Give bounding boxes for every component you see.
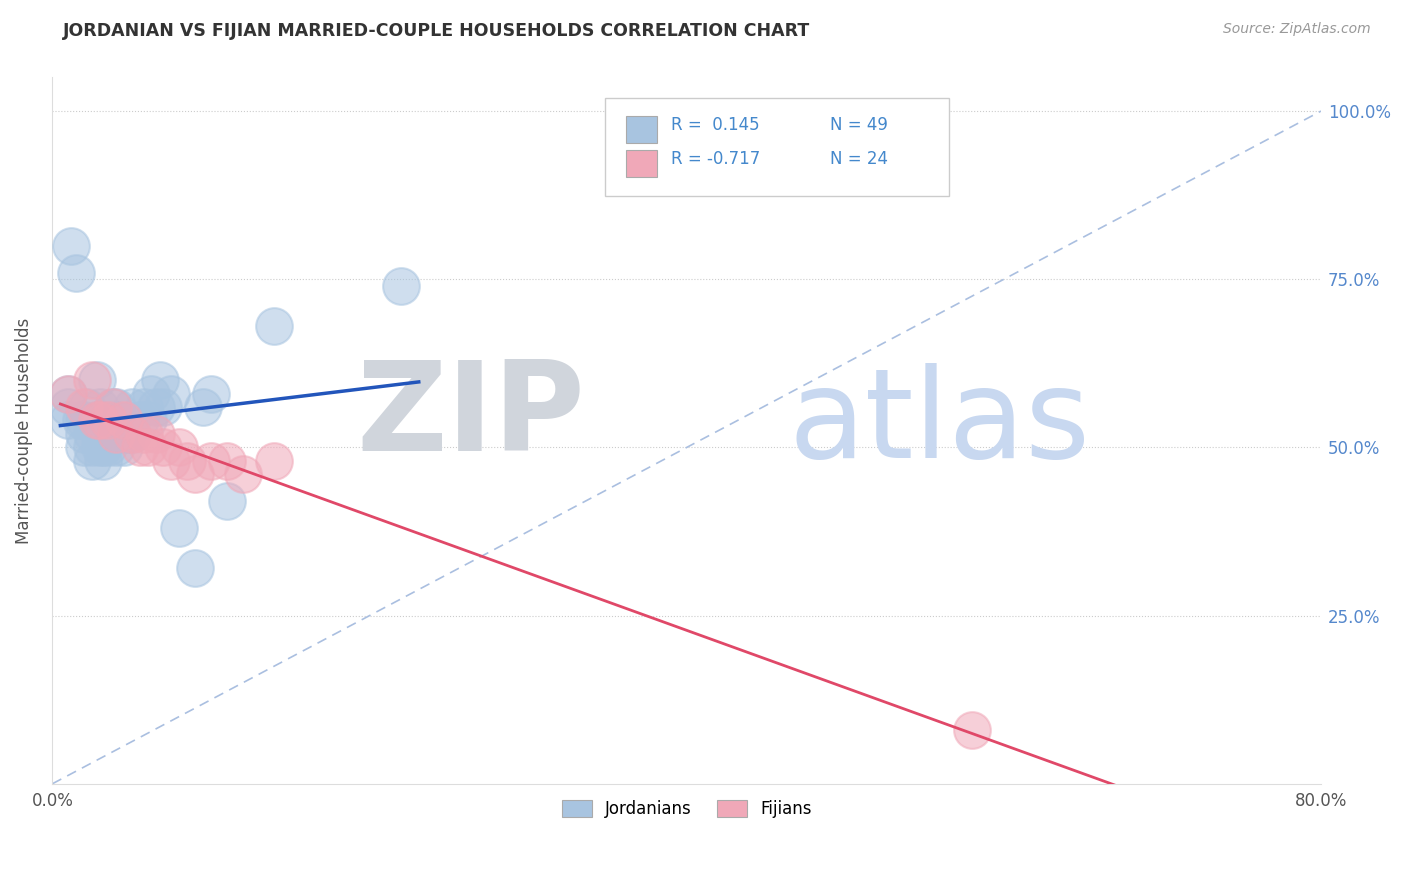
Point — [112, 413, 135, 427]
Point — [73, 400, 96, 414]
Point — [128, 441, 150, 455]
Point — [104, 426, 127, 441]
Point — [73, 441, 96, 455]
Point — [91, 454, 114, 468]
Text: N = 49: N = 49 — [830, 116, 887, 134]
Point — [104, 400, 127, 414]
Point — [152, 441, 174, 455]
Point — [169, 521, 191, 535]
Point — [128, 413, 150, 427]
Point — [200, 454, 222, 468]
Y-axis label: Married-couple Households: Married-couple Households — [15, 318, 32, 544]
Point — [80, 426, 103, 441]
Text: atlas: atlas — [789, 363, 1091, 484]
Point — [80, 373, 103, 387]
Point — [215, 454, 238, 468]
Point — [80, 454, 103, 468]
Point — [112, 426, 135, 441]
Text: ZIP: ZIP — [357, 356, 585, 477]
Point — [104, 441, 127, 455]
Point — [97, 413, 120, 427]
Point — [89, 413, 111, 427]
Point — [121, 400, 143, 414]
Point — [160, 454, 183, 468]
Point — [101, 426, 124, 441]
Point — [89, 413, 111, 427]
Point — [152, 400, 174, 414]
Point — [200, 386, 222, 401]
Point — [60, 238, 83, 252]
Point — [121, 426, 143, 441]
Point — [160, 386, 183, 401]
Point — [136, 413, 159, 427]
Point — [960, 723, 983, 737]
Point — [58, 400, 80, 414]
Text: JORDANIAN VS FIJIAN MARRIED-COUPLE HOUSEHOLDS CORRELATION CHART: JORDANIAN VS FIJIAN MARRIED-COUPLE HOUSE… — [63, 22, 810, 40]
Point — [108, 413, 131, 427]
Point — [176, 454, 198, 468]
Point — [76, 400, 98, 414]
Point — [136, 441, 159, 455]
Point — [184, 561, 207, 575]
Point — [139, 386, 162, 401]
Point — [70, 413, 93, 427]
Point — [263, 319, 285, 334]
Point — [117, 426, 139, 441]
Point — [145, 400, 167, 414]
Point — [86, 413, 108, 427]
Point — [58, 413, 80, 427]
Point — [86, 413, 108, 427]
Point — [389, 279, 412, 293]
Point — [89, 426, 111, 441]
Point — [134, 426, 156, 441]
Text: Source: ZipAtlas.com: Source: ZipAtlas.com — [1223, 22, 1371, 37]
Point — [65, 266, 87, 280]
Point — [191, 400, 214, 414]
Point — [169, 441, 191, 455]
Point — [263, 454, 285, 468]
Point — [104, 426, 127, 441]
Point — [73, 426, 96, 441]
Text: R =  0.145: R = 0.145 — [671, 116, 759, 134]
Point — [121, 426, 143, 441]
Point — [112, 441, 135, 455]
Point — [89, 400, 111, 414]
Point — [89, 441, 111, 455]
Point — [145, 426, 167, 441]
Point — [80, 441, 103, 455]
Point — [73, 413, 96, 427]
Point — [58, 386, 80, 401]
Point — [91, 441, 114, 455]
Point — [86, 373, 108, 387]
Point — [184, 467, 207, 482]
Point — [215, 494, 238, 508]
Point — [101, 400, 124, 414]
Point — [58, 386, 80, 401]
Point — [149, 373, 172, 387]
Point — [232, 467, 254, 482]
Text: R = -0.717: R = -0.717 — [671, 150, 759, 168]
Legend: Jordanians, Fijians: Jordanians, Fijians — [555, 793, 818, 825]
Point — [97, 441, 120, 455]
Point — [97, 413, 120, 427]
Text: N = 24: N = 24 — [830, 150, 887, 168]
Point — [101, 400, 124, 414]
Point — [134, 400, 156, 414]
